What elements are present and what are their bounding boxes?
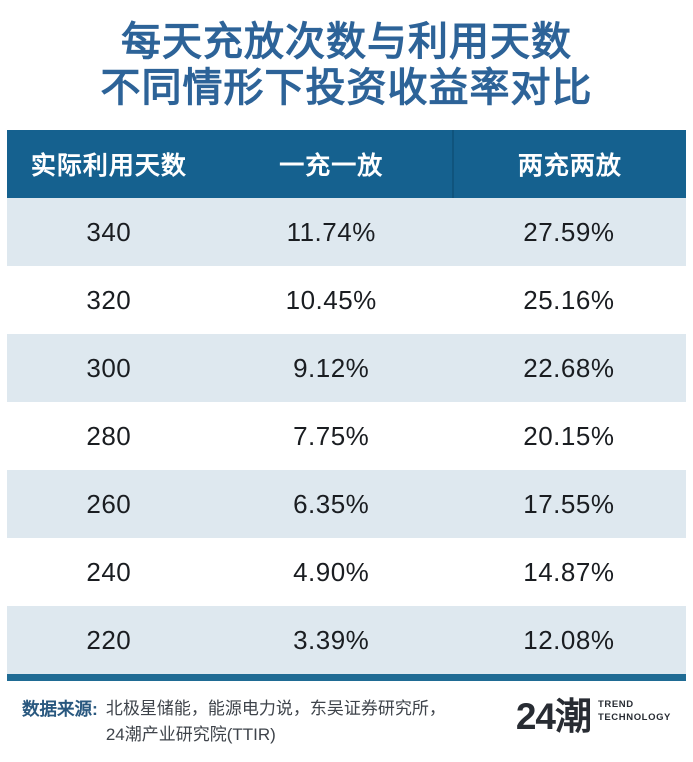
logo-tagline-line-1: TREND (597, 699, 634, 711)
table-body: 340 11.74% 27.59% 320 10.45% 25.16% 300 … (7, 198, 686, 674)
table-row: 260 6.35% 17.55% (7, 470, 686, 538)
cell-twice-rate: 20.15% (523, 420, 615, 451)
table-row: 240 4.90% 14.87% (7, 538, 686, 606)
header-cell-utilization-days: 实际利用天数 (30, 152, 187, 180)
data-source-text: 北极星储能，能源电力说，东吴证券研究所， 24潮产业研究院(TTIR) (106, 696, 446, 749)
cell-days: 340 (86, 216, 132, 247)
header-cell-two-charge-two-discharge: 两充两放 (451, 130, 686, 198)
table-header-row: 实际利用天数 一充一放 两充两放 (7, 130, 686, 198)
data-source-line-2: 24潮产业研究院(TTIR) (105, 725, 276, 745)
cell-once-rate: 7.75% (293, 420, 370, 451)
cell-days: 300 (86, 352, 132, 383)
table-bottom-accent-bar (7, 674, 686, 681)
footer: 数据来源: 北极星储能，能源电力说，东吴证券研究所， 24潮产业研究院(TTIR… (0, 681, 693, 749)
table-row: 340 11.74% 27.59% (7, 198, 686, 266)
results-table: 实际利用天数 一充一放 两充两放 340 11.74% 27.59% 320 1… (7, 130, 686, 674)
table-row: 320 10.45% 25.16% (7, 266, 686, 334)
page-title: 每天充放次数与利用天数 不同情形下投资收益率对比 (0, 0, 693, 130)
cell-once-rate: 9.12% (293, 352, 370, 383)
cell-twice-rate: 12.08% (523, 624, 615, 655)
cell-days: 260 (86, 488, 132, 519)
cell-twice-rate: 27.59% (523, 216, 615, 247)
data-source-label: 数据来源: (22, 699, 98, 719)
cell-twice-rate: 25.16% (523, 284, 615, 315)
header-cell-one-charge-one-discharge: 一充一放 (279, 152, 384, 180)
cell-days: 320 (86, 284, 132, 315)
cell-once-rate: 10.45% (285, 284, 377, 315)
brand-logo: 24潮 TREND TECHNOLOGY (516, 698, 671, 735)
data-source-line-1: 北极星储能，能源电力说，东吴证券研究所， (105, 699, 446, 718)
page-title-line-1: 每天充放次数与利用天数 (121, 20, 572, 64)
table-row: 300 9.12% 22.68% (7, 334, 686, 402)
cell-once-rate: 11.74% (286, 216, 376, 247)
logo-tagline: TREND TECHNOLOGY (598, 699, 671, 724)
table-row: 220 3.39% 12.08% (7, 606, 686, 674)
logo-tagline-line-2: TECHNOLOGY (597, 711, 671, 723)
cell-days: 280 (86, 420, 132, 451)
cell-once-rate: 6.35% (293, 488, 370, 519)
cell-once-rate: 3.39% (293, 624, 370, 655)
cell-days: 220 (86, 624, 132, 655)
cell-days: 240 (86, 556, 132, 587)
table-row: 280 7.75% 20.15% (7, 402, 686, 470)
cell-twice-rate: 22.68% (523, 352, 615, 383)
logo-wordmark: 24潮 (515, 696, 592, 737)
cell-once-rate: 4.90% (293, 556, 370, 587)
page-title-line-2: 不同情形下投资收益率对比 (100, 65, 593, 110)
cell-twice-rate: 14.87% (523, 556, 615, 587)
cell-twice-rate: 17.55% (523, 488, 615, 519)
data-source: 数据来源: 北极星储能，能源电力说，东吴证券研究所， 24潮产业研究院(TTIR… (22, 696, 446, 749)
